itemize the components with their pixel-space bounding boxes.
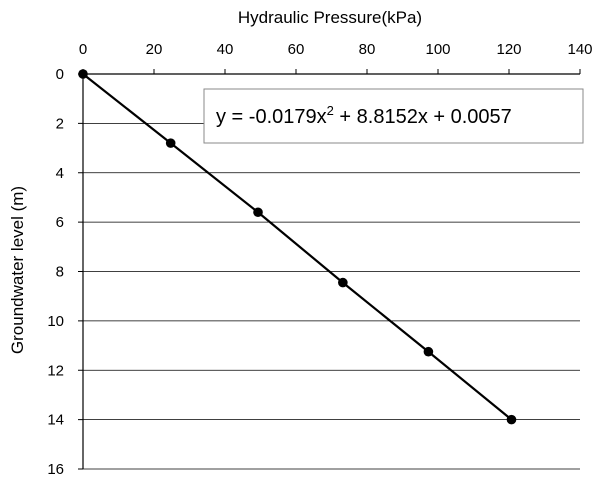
y-tick-label-0: 0 bbox=[56, 66, 64, 83]
series-line-0 bbox=[82, 73, 513, 421]
y-tick-label-2: 2 bbox=[56, 115, 64, 132]
x-tick-label-40: 40 bbox=[217, 41, 234, 58]
x-tick-label-60: 60 bbox=[288, 41, 305, 58]
data-point-0 bbox=[78, 69, 88, 79]
data-point-1 bbox=[165, 138, 176, 148]
x-tick-label-120: 120 bbox=[496, 41, 521, 58]
axes bbox=[78, 69, 581, 470]
x-tick-label-140: 140 bbox=[567, 41, 592, 58]
y-tick-label-4: 4 bbox=[56, 165, 64, 182]
gridlines bbox=[83, 122, 580, 470]
equation-box-border bbox=[203, 88, 584, 144]
y-tick-label-12: 12 bbox=[47, 362, 64, 379]
equation-power: 2 bbox=[327, 103, 334, 118]
y-tick-label-10: 10 bbox=[47, 313, 64, 330]
y-tick-label-8: 8 bbox=[56, 264, 64, 281]
equation-box: y = -0.0179x2 + 8.8152x + 0.0057 bbox=[203, 88, 584, 144]
data-point-2 bbox=[253, 207, 263, 218]
trendline-equation: y = -0.0179x2 + 8.8152x + 0.0057 bbox=[216, 103, 512, 128]
data-point-4 bbox=[423, 346, 434, 357]
y-tick-label-6: 6 bbox=[56, 214, 64, 231]
y-tick-label-16: 16 bbox=[47, 461, 64, 478]
x-tick-label-20: 20 bbox=[146, 41, 163, 58]
equation-prefix: y = -0.0179x bbox=[216, 106, 327, 128]
series bbox=[78, 69, 517, 425]
data-point-3 bbox=[338, 277, 348, 288]
x-tick-label-80: 80 bbox=[359, 41, 376, 58]
y-axis-title: Groundwater level (m) bbox=[8, 186, 27, 354]
x-axis-title: Hydraulic Pressure(kPa) bbox=[238, 8, 422, 27]
equation-suffix: + 8.8152x + 0.0057 bbox=[334, 106, 512, 128]
x-tick-label-100: 100 bbox=[425, 41, 450, 58]
x-tick-label-0: 0 bbox=[79, 41, 87, 58]
y-tick-label-14: 14 bbox=[47, 412, 64, 429]
data-point-5 bbox=[506, 414, 517, 425]
tick-labels: 0 20 40 60 80 100 120 140 0 2 4 6 8 10 12 14 16 bbox=[47, 41, 592, 478]
